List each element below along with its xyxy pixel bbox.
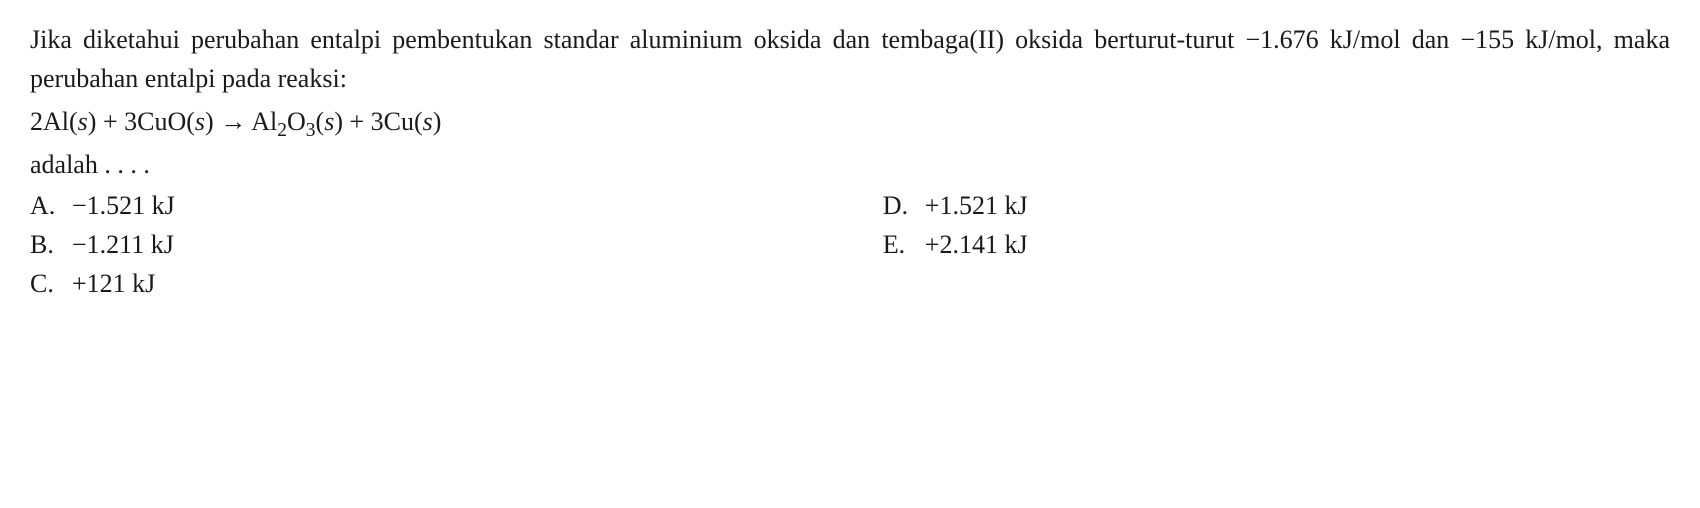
- eq-sub: 3: [306, 120, 316, 141]
- option-letter: B.: [30, 225, 72, 264]
- eq-part: ) + 3Cu(: [334, 107, 422, 136]
- option-text: −1.211 kJ: [72, 225, 174, 264]
- options-column-right: D. +1.521 kJ E. +2.141 kJ: [883, 186, 1670, 303]
- option-letter: E.: [883, 225, 925, 264]
- option-a: A. −1.521 kJ: [30, 186, 883, 225]
- option-letter: A.: [30, 186, 72, 225]
- option-text: +1.521 kJ: [925, 186, 1028, 225]
- question-stem: Jika diketahui perubahan entalpi pembent…: [30, 20, 1670, 98]
- eq-sub: 2: [277, 120, 287, 141]
- option-letter: C.: [30, 264, 72, 303]
- option-d: D. +1.521 kJ: [883, 186, 1670, 225]
- answer-options: A. −1.521 kJ B. −1.211 kJ C. +121 kJ D. …: [30, 186, 1670, 303]
- eq-part: ) + 3CuO(: [88, 107, 195, 136]
- eq-state: s: [324, 107, 334, 136]
- eq-part: ) → Al: [205, 107, 277, 136]
- eq-state: s: [78, 107, 88, 136]
- eq-state: s: [195, 107, 205, 136]
- eq-part: ): [433, 107, 442, 136]
- eq-part: 2Al(: [30, 107, 78, 136]
- option-text: −1.521 kJ: [72, 186, 175, 225]
- reaction-equation: 2Al(s) + 3CuO(s) → Al2O3(s) + 3Cu(s): [30, 102, 1670, 141]
- question-tail: adalah . . . .: [30, 145, 1670, 184]
- eq-part: O: [287, 107, 306, 136]
- option-b: B. −1.211 kJ: [30, 225, 883, 264]
- option-c: C. +121 kJ: [30, 264, 883, 303]
- option-letter: D.: [883, 186, 925, 225]
- eq-part: (: [316, 107, 325, 136]
- option-text: +2.141 kJ: [925, 225, 1028, 264]
- option-text: +121 kJ: [72, 264, 155, 303]
- option-e: E. +2.141 kJ: [883, 225, 1670, 264]
- eq-state: s: [423, 107, 433, 136]
- options-column-left: A. −1.521 kJ B. −1.211 kJ C. +121 kJ: [30, 186, 883, 303]
- question-line1: Jika diketahui perubahan entalpi pembent…: [30, 25, 1670, 93]
